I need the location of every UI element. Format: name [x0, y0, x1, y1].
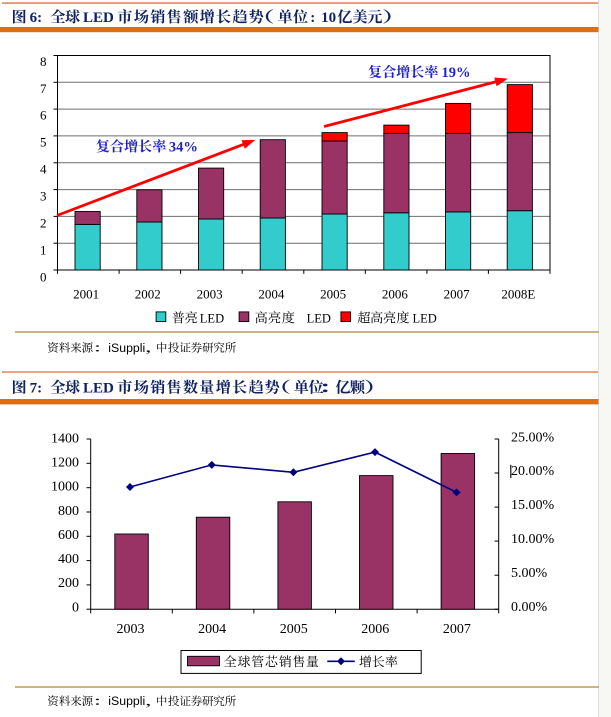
- svg-text:5.00%: 5.00%: [511, 566, 548, 581]
- svg-text:2001: 2001: [73, 286, 99, 301]
- svg-text:4: 4: [40, 162, 47, 177]
- svg-text:7:: 7:: [30, 381, 42, 397]
- svg-text:iSuppli: iSuppli: [108, 694, 145, 708]
- svg-text:2005: 2005: [320, 286, 346, 301]
- svg-text:LED: LED: [83, 10, 114, 26]
- svg-text:34%: 34%: [169, 139, 198, 155]
- svg-text:LED: LED: [200, 311, 224, 325]
- svg-text:8: 8: [40, 54, 47, 69]
- svg-text:LED: LED: [83, 381, 114, 397]
- svg-text:LED: LED: [413, 311, 437, 325]
- svg-text:2004: 2004: [198, 622, 226, 637]
- svg-text:10: 10: [321, 10, 336, 26]
- svg-text:2: 2: [40, 215, 47, 230]
- svg-text:2007: 2007: [443, 622, 471, 637]
- svg-text:2006: 2006: [361, 622, 389, 637]
- svg-text:400: 400: [58, 552, 79, 567]
- svg-text:600: 600: [58, 528, 79, 543]
- svg-text:20.00%: 20.00%: [511, 464, 555, 479]
- svg-text:2003: 2003: [197, 286, 223, 301]
- svg-text:6:: 6:: [30, 10, 42, 26]
- svg-text:2002: 2002: [135, 286, 161, 301]
- svg-text:25.00%: 25.00%: [511, 430, 555, 445]
- svg-text:1400: 1400: [51, 431, 79, 446]
- svg-text:3: 3: [40, 189, 47, 204]
- svg-text:0.00%: 0.00%: [511, 600, 548, 615]
- svg-text:2007: 2007: [444, 286, 471, 301]
- svg-text:0: 0: [72, 600, 79, 615]
- svg-text:15.00%: 15.00%: [511, 498, 555, 513]
- svg-text:1000: 1000: [51, 480, 79, 495]
- svg-text:1: 1: [40, 242, 47, 257]
- svg-text:2006: 2006: [382, 286, 409, 301]
- svg-text:LED: LED: [307, 311, 331, 325]
- svg-text:2003: 2003: [117, 622, 145, 637]
- svg-text:6: 6: [40, 108, 47, 123]
- svg-text:200: 200: [58, 576, 79, 591]
- svg-text::: :: [310, 10, 315, 26]
- svg-text:800: 800: [58, 504, 79, 519]
- svg-text:5: 5: [40, 135, 47, 150]
- svg-text:2004: 2004: [258, 286, 285, 301]
- svg-text:iSuppli: iSuppli: [108, 341, 145, 355]
- svg-text:19%: 19%: [442, 65, 471, 81]
- svg-text:2008E: 2008E: [501, 286, 535, 301]
- svg-text:0: 0: [40, 269, 47, 284]
- svg-text:10.00%: 10.00%: [511, 532, 555, 547]
- svg-text:2005: 2005: [280, 622, 308, 637]
- svg-text:1200: 1200: [51, 455, 79, 470]
- svg-text:7: 7: [40, 81, 47, 96]
